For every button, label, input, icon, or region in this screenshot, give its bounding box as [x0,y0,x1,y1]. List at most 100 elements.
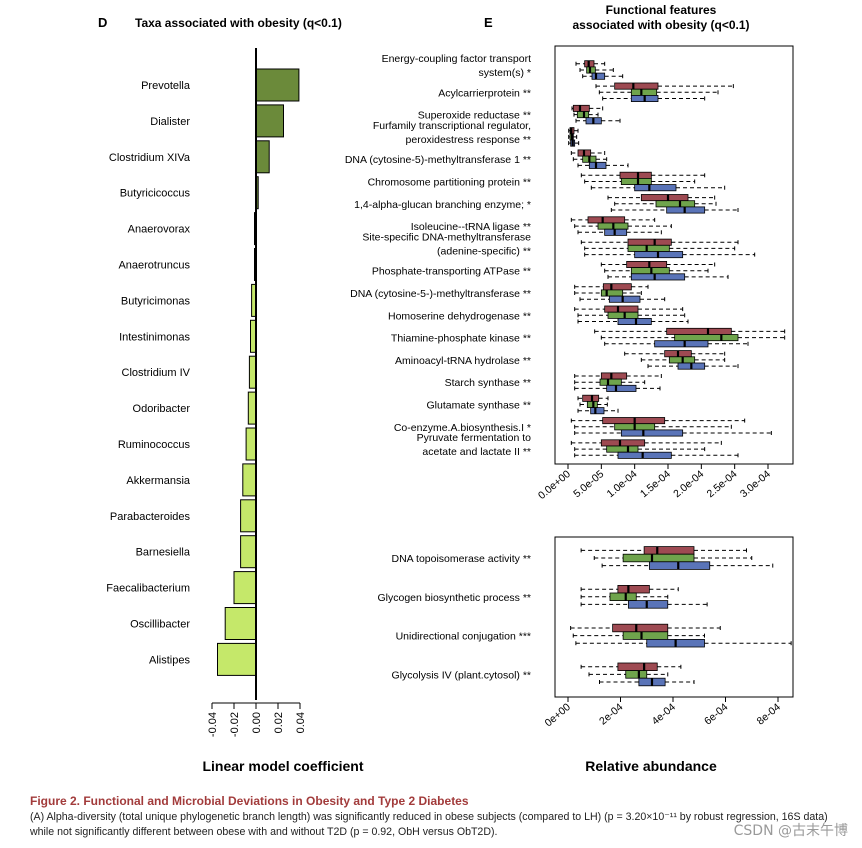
plot-frame [554,536,794,698]
feature-label: Site-specific DNA-methyltransferase [362,231,531,243]
bar-odoribacter [247,391,257,425]
bar-alistipes [217,642,257,676]
feature-label: peroxidestress response ** [406,134,531,146]
feature-row: Furfamily transcriptional regulator, pero… [373,120,580,147]
box-red [617,585,650,594]
x-tick-label: 6e-04 [702,701,730,728]
feature-label: Acylcarrierprotein ** [438,87,531,99]
taxon-label: Barnesiella [136,547,191,559]
box-blue [608,295,641,303]
box-blue [617,451,672,459]
box-green [606,445,639,453]
panel-d-title: Taxa associated with obesity (q<0.1) [135,16,342,30]
feature-label: Superoxide reductase ** [418,110,531,122]
taxon-label: Butyricimonas [121,295,191,307]
feature-label: Homoserine dehydrogenase ** [388,310,531,322]
x-tick-label: 0e+00 [543,701,573,729]
panel-d-x-axis-label: Linear model coefficient [202,758,363,774]
panel-d-letter: D [98,15,107,30]
feature-row: Superoxide reductase ** [418,104,621,125]
box-red [600,439,646,447]
box-blue [627,600,669,609]
x-tick-label: -0.02 [229,712,241,737]
feature-label: Pyruvate fermentation to [417,432,532,444]
bar-parabacteroides [240,499,257,533]
feature-label: DNA (cytosine-5)-methyltransferase 1 ** [345,154,531,166]
feature-row: Glycolysis IV (plant.cytosol) ** [392,662,695,687]
x-tick-label: 8e-04 [755,701,783,728]
box-blue [654,340,709,348]
box-blue [630,273,686,281]
feature-label: Aminoacyl-tRNA hydrolase ** [395,355,531,367]
box-red [617,662,658,671]
feature-row: Glycogen biosynthetic process ** [378,585,708,609]
taxon-label: Butyricicoccus [120,188,191,200]
box-green [609,592,637,601]
taxon-label: Dialister [150,116,190,128]
box-green [674,334,739,342]
feature-row: Phosphate-transporting ATPase ** [372,260,729,281]
feature-row: Energy-coupling factor transport system(s… [382,53,624,80]
box-red [640,194,689,202]
box-red [602,283,632,291]
box-blue [620,429,684,437]
panel-e-title: Functional features associated with obesi… [572,3,749,32]
feature-label: Starch synthase ** [445,377,531,389]
box-blue [588,161,607,169]
box-blue [634,184,677,192]
box-green [600,289,624,297]
feature-row: DNA (cytosine-5)-methyltransferase 1 ** [345,149,629,169]
box-green [620,177,652,185]
box-blue [590,407,605,415]
bar-prevotella [255,68,300,102]
feature-row: Site-specific DNA-methyltransferase (aden… [362,231,756,259]
feature-row: Unidirectional conjugation *** [396,623,792,648]
box-blue [591,72,606,80]
x-tick-label: 0.04 [295,712,307,733]
taxon-label: Clostridium XIVa [109,152,191,164]
feature-label: Glycolysis IV (plant.cytosol) ** [392,669,531,681]
bar-faecalibacterium [233,571,257,605]
panel-e-x-axis-label: Relative abundance [585,758,717,774]
x-tick-label: 2.0e-04 [671,468,706,500]
box-blue [648,561,711,570]
feature-row: Starch synthase ** [445,372,662,392]
box-green [625,670,648,679]
x-tick-label: -0.04 [207,712,219,737]
feature-label: Isoleucine--tRNA ligase ** [411,221,531,233]
feature-label: system(s) * [479,67,532,79]
feature-label: Chromosome partitioning protein ** [368,177,531,189]
figure-caption-title: Figure 2. Functional and Microbial Devia… [30,794,469,808]
taxon-label: Intestinimonas [119,331,190,343]
x-tick-label: 5.0e-05 [571,468,606,500]
feature-row: Acylcarrierprotein ** [438,82,734,103]
csdn-watermark: CSDN @古末午博 [733,823,848,839]
feature-label: Thiamine-phosphate kinase ** [391,333,531,345]
taxon-label: Parabacteroides [110,511,191,523]
box-blue [617,317,652,325]
x-tick-label: 2.5e-04 [705,468,740,500]
taxon-label: Anaerotruncus [118,260,190,272]
taxon-label: Anaerovorax [128,224,191,236]
feature-label: acetate and lactate II ** [422,446,531,458]
feature-row: Isoleucine--tRNA ligase ** [411,216,672,236]
x-tick-label: 2e-04 [597,701,625,728]
box-red [600,372,628,380]
feature-row: DNA (cytosine-5-)-methyltransferase ** [350,283,666,303]
box-green [630,88,658,96]
feature-label: Furfamily transcriptional regulator, [373,120,531,132]
box-red [612,623,669,633]
taxon-label: Faecalibacterium [106,583,190,595]
x-tick-label: 3.0e-04 [738,468,773,500]
feature-row: Thiamine-phosphate kinase ** [391,327,786,348]
feature-label: 1,4-alpha-glucan branching enzyme; * [354,199,531,211]
taxon-label: Ruminococcus [118,439,191,451]
panel-e-title-line: associated with obesity (q<0.1) [572,18,749,32]
panel-d-taxa-chart: D Taxa associated with obesity (q<0.1) P… [98,15,364,774]
feature-label: Glutamate synthase ** [427,400,531,412]
box-green [655,200,696,208]
bar-dialister [255,104,284,138]
panel-e-functional-boxplots: E Functional features associated with obe… [345,3,794,774]
feature-label: Unidirectional conjugation *** [396,631,531,643]
